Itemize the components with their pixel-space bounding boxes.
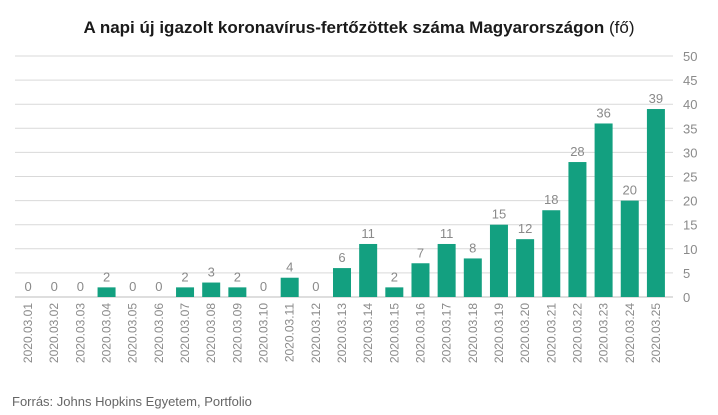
x-tick-label: 2020.03.25 <box>649 303 663 363</box>
bar <box>542 210 561 297</box>
data-label: 0 <box>155 279 162 294</box>
data-label: 2 <box>391 269 398 284</box>
x-tick-label: 2020.03.19 <box>492 303 506 363</box>
x-axis: 2020.03.01 2020.03.02 2020.03.03 2020.03.04… <box>21 303 663 363</box>
data-label: 4 <box>286 260 293 275</box>
data-label: 39 <box>649 91 663 106</box>
data-label: 20 <box>623 183 637 198</box>
data-label: 0 <box>312 279 319 294</box>
data-label: 18 <box>544 192 558 207</box>
x-tick-label: 2020.03.21 <box>544 303 558 363</box>
bar <box>97 287 116 297</box>
bar <box>646 109 665 298</box>
x-tick-label: 2020.03.13 <box>335 303 349 363</box>
y-tick-label: 0 <box>683 290 690 305</box>
bar <box>594 123 613 297</box>
y-tick-label: 25 <box>683 170 697 185</box>
x-tick-label: 2020.03.02 <box>47 303 61 363</box>
x-tick-label: 2020.03.06 <box>152 303 166 363</box>
data-label: 12 <box>518 221 532 236</box>
bar <box>176 287 195 297</box>
data-label: 11 <box>440 226 454 241</box>
bar <box>411 263 430 297</box>
y-tick-label: 50 <box>683 49 697 64</box>
x-tick-label: 2020.03.24 <box>623 303 637 363</box>
x-tick-label: 2020.03.16 <box>413 303 427 363</box>
y-tick-label: 20 <box>683 194 697 209</box>
bar <box>228 287 247 297</box>
y-axis: 0 5 10 15 20 25 30 35 40 45 50 <box>683 49 697 305</box>
data-label: 3 <box>208 265 215 280</box>
gridlines <box>15 55 673 298</box>
chart-title: A napi új igazolt koronavírus-fertőzötte… <box>0 18 718 38</box>
data-label: 15 <box>492 207 506 222</box>
y-tick-label: 5 <box>683 266 690 281</box>
x-tick-label: 2020.03.10 <box>257 303 271 363</box>
x-tick-label: 2020.03.07 <box>178 303 192 363</box>
data-label: 36 <box>596 105 610 120</box>
data-label: 8 <box>469 240 476 255</box>
data-label: 0 <box>260 279 267 294</box>
bar <box>516 239 535 297</box>
bar <box>620 200 639 297</box>
chart-title-text: A napi új igazolt koronavírus-fertőzötte… <box>83 18 605 37</box>
y-tick-label: 10 <box>683 242 697 257</box>
bar <box>489 224 508 297</box>
data-label: 0 <box>129 279 136 294</box>
x-tick-label: 2020.03.12 <box>309 303 323 363</box>
chart-title-unit: (fő) <box>609 18 635 37</box>
bar <box>202 282 221 297</box>
x-tick-label: 2020.03.22 <box>570 303 584 363</box>
y-tick-label: 45 <box>683 73 697 88</box>
x-tick-label: 2020.03.01 <box>21 303 35 363</box>
bar <box>385 287 404 297</box>
x-tick-label: 2020.03.03 <box>73 303 87 363</box>
x-tick-label: 2020.03.17 <box>440 303 454 363</box>
data-label: 0 <box>51 279 58 294</box>
y-tick-label: 15 <box>683 218 697 233</box>
bar <box>333 268 351 297</box>
data-label: 28 <box>570 144 584 159</box>
x-tick-label: 2020.03.14 <box>361 303 375 363</box>
bars <box>97 109 665 298</box>
x-tick-label: 2020.03.15 <box>387 303 401 363</box>
x-tick-label: 2020.03.05 <box>126 303 140 363</box>
bar <box>280 277 299 297</box>
data-label: 2 <box>234 269 241 284</box>
x-tick-label: 2020.03.23 <box>597 303 611 363</box>
data-label: 2 <box>103 269 110 284</box>
x-tick-label: 2020.03.11 <box>283 303 297 362</box>
x-tick-label: 2020.03.08 <box>204 303 218 363</box>
x-tick-label: 2020.03.04 <box>100 303 114 363</box>
bar <box>568 162 587 297</box>
bar <box>359 243 378 297</box>
data-label: 2 <box>181 269 188 284</box>
data-label: 0 <box>77 279 84 294</box>
bar <box>437 243 456 297</box>
x-tick-label: 2020.03.18 <box>466 303 480 363</box>
data-label: 7 <box>417 245 424 260</box>
y-tick-label: 30 <box>683 145 697 160</box>
x-tick-label: 2020.03.09 <box>230 303 244 363</box>
source-note: Forrás: Johns Hopkins Egyetem, Portfolio <box>12 394 252 409</box>
data-label: 11 <box>361 226 375 241</box>
y-tick-label: 35 <box>683 121 697 136</box>
data-label: 6 <box>338 250 345 265</box>
data-label: 0 <box>24 279 31 294</box>
x-tick-label: 2020.03.20 <box>518 303 532 363</box>
bar <box>463 258 482 297</box>
y-tick-label: 40 <box>683 97 697 112</box>
